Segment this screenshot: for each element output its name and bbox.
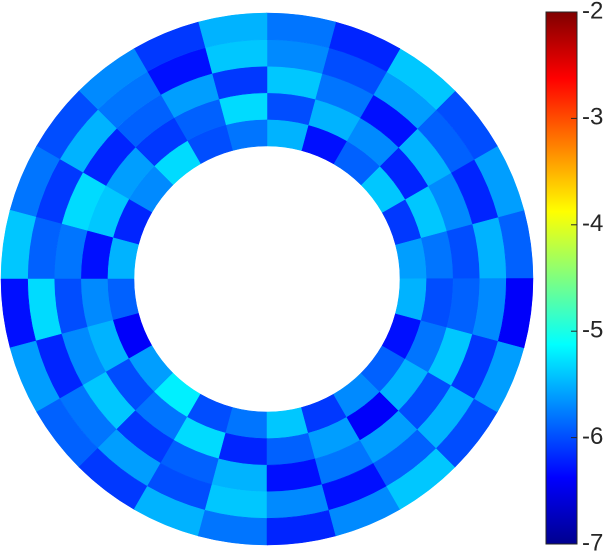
colorbar-tick-label: -2 [582, 0, 603, 24]
cell [225, 407, 268, 439]
colorbar-tick-label: -6 [582, 423, 603, 450]
colorbar-tick-label: -7 [582, 529, 603, 556]
colorbar-tick-label: -4 [582, 210, 603, 237]
cell [395, 237, 427, 280]
cell [497, 278, 534, 349]
colorbar [545, 11, 578, 545]
cell [107, 237, 139, 280]
cell [107, 278, 139, 321]
colorbar-tick-label: -3 [582, 104, 603, 131]
colorbar-tick-label: -5 [582, 317, 603, 344]
cell [225, 119, 268, 151]
cell [266, 407, 309, 439]
cell [266, 119, 309, 151]
cell [395, 278, 427, 321]
